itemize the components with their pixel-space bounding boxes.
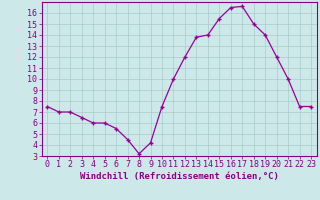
X-axis label: Windchill (Refroidissement éolien,°C): Windchill (Refroidissement éolien,°C) xyxy=(80,172,279,181)
